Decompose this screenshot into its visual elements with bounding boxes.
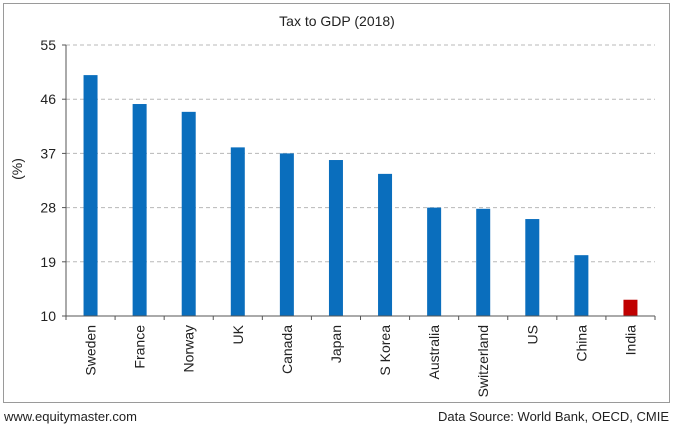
y-tick-labels: 10 19 28 37 46 55 [40, 37, 56, 324]
bar-norway [181, 111, 196, 316]
x-tick-label: France [132, 325, 148, 369]
x-tick-label: China [573, 325, 589, 362]
y-tick-label: 46 [40, 91, 56, 107]
x-tick-label: Sweden [83, 325, 99, 376]
y-axis-label: (%) [9, 158, 25, 180]
x-tick-label: Japan [328, 325, 344, 363]
bar-chart: Tax to GDP (2018) (%) 10 19 28 37 46 55 Swede… [9, 13, 656, 397]
bar-japan [328, 160, 343, 316]
bar-india [623, 299, 638, 316]
x-tick-label: US [524, 325, 540, 344]
x-tick-label: Canada [279, 325, 295, 374]
x-tick-label: Norway [181, 325, 197, 372]
bar-sweden [83, 75, 98, 316]
x-tick-label: UK [230, 324, 246, 344]
x-tick-label: Switzerland [475, 325, 491, 397]
website-footer: www.equitymaster.com [4, 409, 137, 424]
y-tick-label: 28 [40, 200, 56, 216]
x-tick-label: India [622, 325, 638, 356]
bar-china [574, 255, 589, 316]
y-tick-label: 10 [40, 308, 56, 324]
bar-us [525, 219, 540, 316]
bars [83, 75, 638, 316]
y-tick-label: 19 [40, 254, 56, 270]
bar-switzerland [476, 208, 491, 316]
chart-title: Tax to GDP (2018) [279, 13, 395, 29]
bar-uk [230, 147, 245, 316]
axes [62, 44, 656, 320]
data-source-footer: Data Source: World Bank, OECD, CMIE [438, 409, 669, 424]
bar-s-korea [378, 173, 393, 316]
x-tick-labels: Sweden France Norway UK Canada Japan S Korea Au… [83, 324, 639, 397]
chart-frame: Tax to GDP (2018) (%) 10 19 28 37 46 55 Swede… [3, 3, 670, 403]
bar-france [132, 104, 147, 316]
bar-canada [279, 153, 294, 316]
y-tick-label: 55 [40, 37, 56, 53]
bar-australia [427, 207, 442, 316]
x-tick-label: Australia [426, 325, 442, 380]
y-tick-label: 37 [40, 145, 56, 161]
gridlines [66, 44, 655, 263]
x-tick-label: S Korea [377, 325, 393, 376]
